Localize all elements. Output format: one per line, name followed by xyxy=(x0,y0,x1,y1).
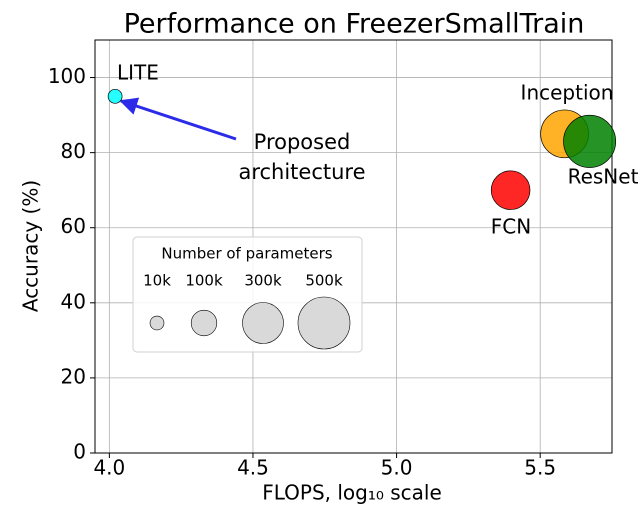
y-tick-label: 100 xyxy=(48,64,86,88)
x-tick-label: 5.5 xyxy=(524,456,556,480)
x-tick-label: 4.5 xyxy=(237,456,269,480)
legend-bubble xyxy=(149,315,165,331)
y-axis-label: Accuracy (%) xyxy=(19,180,43,312)
bubble xyxy=(107,88,123,104)
legend-bubble xyxy=(190,309,218,337)
point-label: LITE xyxy=(117,61,159,85)
legend-label: 300k xyxy=(244,272,282,290)
legend-bubble xyxy=(242,302,284,344)
annotation-text: Proposed xyxy=(254,130,351,154)
x-tick-label: 5.0 xyxy=(381,456,413,480)
legend-title: Number of parameters xyxy=(161,245,332,263)
legend-label: 500k xyxy=(305,272,343,290)
legend-bubble xyxy=(297,296,351,350)
y-tick-label: 0 xyxy=(73,440,86,464)
axes-frame xyxy=(94,39,613,454)
bubble xyxy=(563,114,617,168)
x-tick-label: 4.0 xyxy=(93,456,125,480)
point-label: FCN xyxy=(491,215,531,239)
point-label: ResNet xyxy=(568,165,639,189)
legend-label: 100k xyxy=(185,272,223,290)
bubble xyxy=(490,170,531,210)
annotation-arrow xyxy=(119,97,237,141)
chart-title: Performance on FreezerSmallTrain xyxy=(124,9,585,40)
y-tick-label: 40 xyxy=(61,289,86,313)
x-axis-label: FLOPS, log₁₀ scale xyxy=(262,481,442,505)
legend-label: 10k xyxy=(143,272,171,290)
annotation-text: architecture xyxy=(238,160,365,184)
point-label: Inception xyxy=(521,81,614,105)
y-tick-label: 20 xyxy=(61,364,86,388)
y-tick-label: 80 xyxy=(61,139,86,163)
y-tick-label: 60 xyxy=(61,214,86,238)
